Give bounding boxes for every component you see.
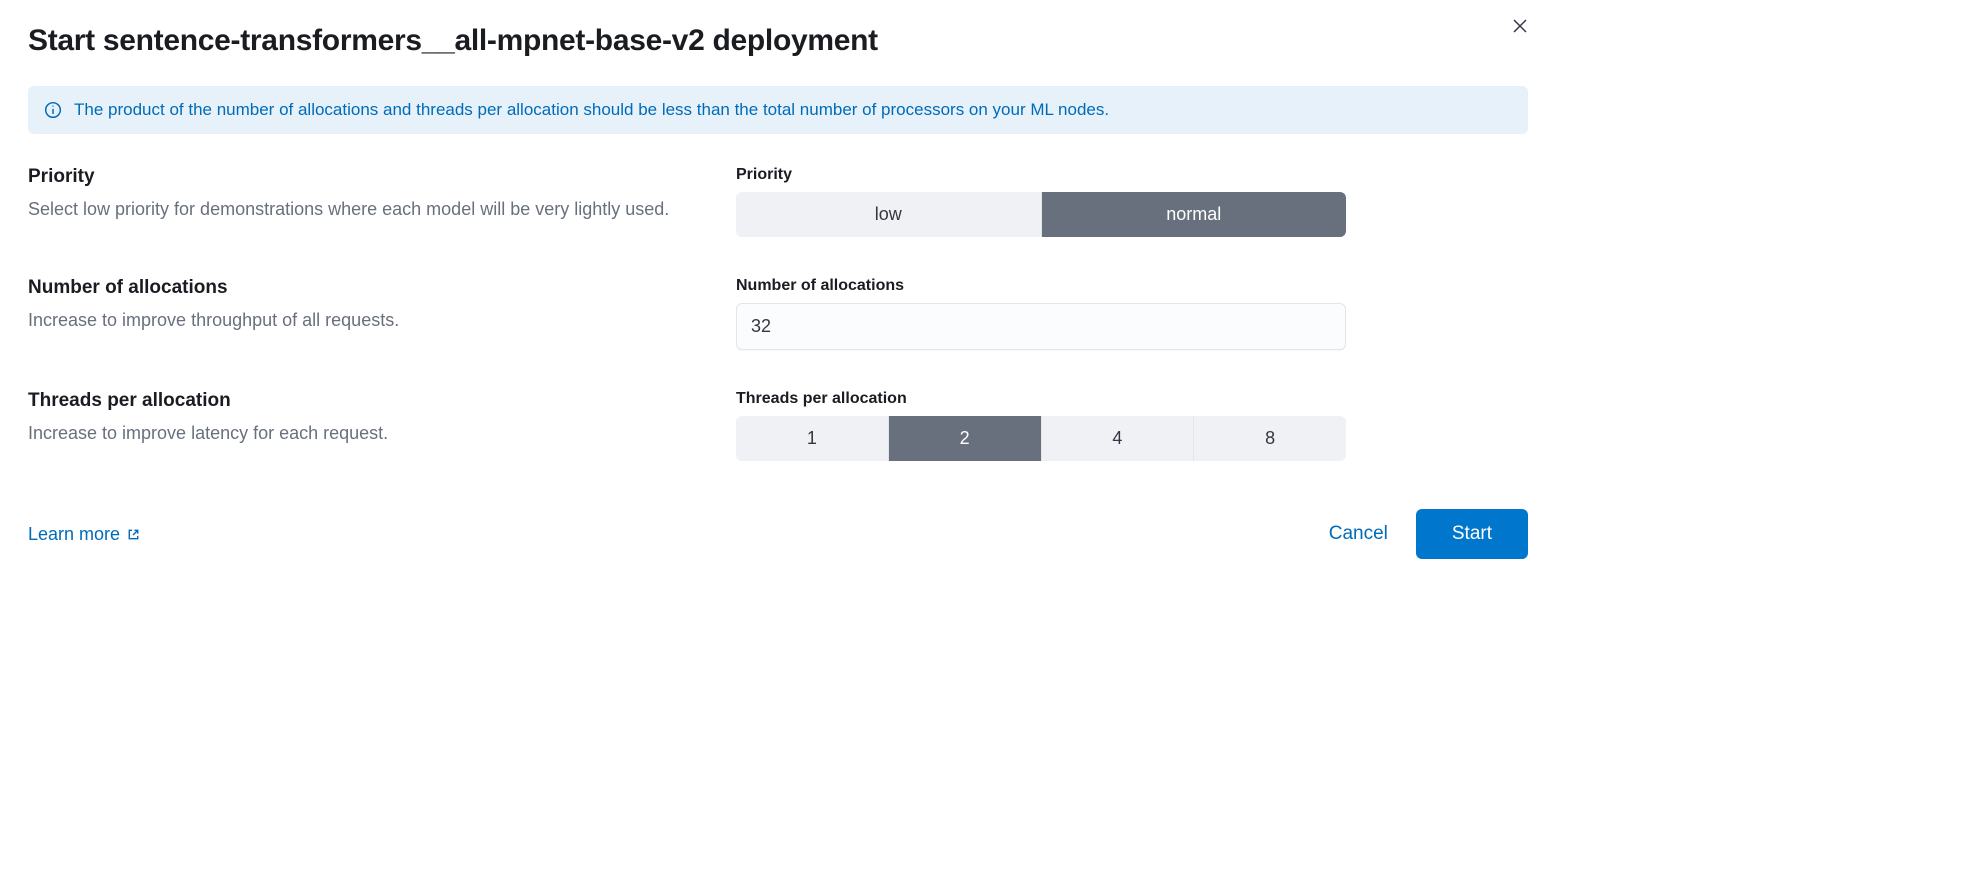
threads-toggle-group: 1 2 4 8 <box>736 416 1346 461</box>
priority-label: Priority <box>736 166 1528 184</box>
threads-row: Threads per allocation Increase to impro… <box>28 390 1528 461</box>
external-link-icon <box>126 527 141 542</box>
priority-title: Priority <box>28 166 688 188</box>
threads-option-8[interactable]: 8 <box>1194 416 1346 461</box>
allocations-title: Number of allocations <box>28 277 688 299</box>
learn-more-link[interactable]: Learn more <box>28 524 141 545</box>
info-callout: The product of the number of allocations… <box>28 86 1528 134</box>
allocations-input[interactable] <box>736 303 1346 350</box>
allocations-description: Increase to improve throughput of all re… <box>28 307 688 334</box>
priority-option-low[interactable]: low <box>736 192 1042 237</box>
modal-footer: Learn more Cancel Start <box>28 509 1528 559</box>
start-button[interactable]: Start <box>1416 509 1528 559</box>
close-icon <box>1512 18 1528 34</box>
priority-option-normal[interactable]: normal <box>1042 192 1347 237</box>
allocations-label: Number of allocations <box>736 277 1528 295</box>
priority-description: Select low priority for demonstrations w… <box>28 196 688 223</box>
threads-label: Threads per allocation <box>736 390 1528 408</box>
threads-option-4[interactable]: 4 <box>1042 416 1195 461</box>
threads-title: Threads per allocation <box>28 390 688 412</box>
info-icon <box>44 101 62 119</box>
threads-option-1[interactable]: 1 <box>736 416 889 461</box>
cancel-button[interactable]: Cancel <box>1329 523 1388 545</box>
threads-option-2[interactable]: 2 <box>889 416 1042 461</box>
footer-actions: Cancel Start <box>1329 509 1528 559</box>
callout-text: The product of the number of allocations… <box>74 100 1109 120</box>
deployment-modal: Start sentence-transformers__all-mpnet-b… <box>28 24 1528 559</box>
modal-title: Start sentence-transformers__all-mpnet-b… <box>28 24 1528 58</box>
priority-row: Priority Select low priority for demonst… <box>28 166 1528 237</box>
close-button[interactable] <box>1506 12 1534 40</box>
threads-description: Increase to improve latency for each req… <box>28 420 688 447</box>
learn-more-label: Learn more <box>28 524 120 545</box>
allocations-row: Number of allocations Increase to improv… <box>28 277 1528 350</box>
priority-toggle-group: low normal <box>736 192 1346 237</box>
